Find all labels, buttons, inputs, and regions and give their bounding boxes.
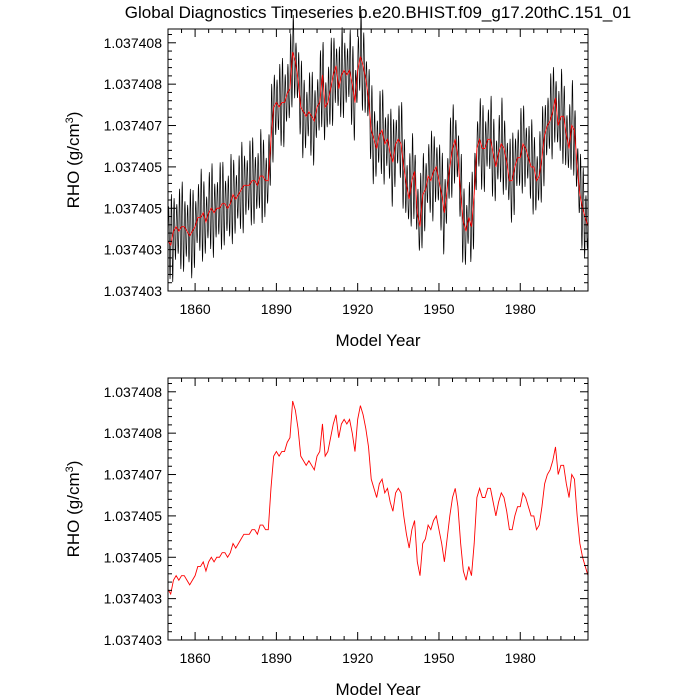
top-annual-mean-series-line bbox=[167, 51, 589, 247]
bottom-tick-layer: 1860 1890 1920 1950 1980 1.037403 1.037403 1.03… bbox=[104, 378, 589, 666]
x-tick-label: 1890 bbox=[261, 301, 292, 317]
chart-title: Global Diagnostics Timeseries b.e20.BHIS… bbox=[125, 3, 632, 22]
x-tick-label: 1890 bbox=[261, 650, 292, 666]
top-series-layer bbox=[167, 11, 589, 283]
bottom-annual-mean-series-line bbox=[167, 400, 589, 596]
top-x-axis-label: Model Year bbox=[335, 331, 420, 350]
y-tick-label: 1.037405 bbox=[104, 549, 163, 565]
top-y-axis-label: RHO (g/cm3) bbox=[64, 112, 83, 209]
y-tick-label: 1.037403 bbox=[104, 242, 163, 258]
x-tick-label: 1980 bbox=[505, 650, 536, 666]
y-tick-label: 1.037405 bbox=[104, 200, 163, 216]
top-monthly-series-line bbox=[167, 11, 589, 283]
bottom-plot-frame bbox=[167, 377, 589, 641]
x-tick-label: 1860 bbox=[180, 650, 211, 666]
top-panel: Global Diagnostics Timeseries b.e20.BHIS… bbox=[64, 3, 631, 350]
y-tick-label: 1.037403 bbox=[104, 283, 163, 299]
x-tick-label: 1950 bbox=[423, 301, 454, 317]
top-plot-frame bbox=[167, 28, 589, 292]
y-tick-label: 1.037407 bbox=[104, 467, 163, 483]
x-tick-label: 1920 bbox=[342, 301, 373, 317]
y-tick-label: 1.037408 bbox=[104, 425, 163, 441]
bottom-y-axis-label: RHO (g/cm3) bbox=[64, 461, 83, 558]
x-tick-label: 1860 bbox=[180, 301, 211, 317]
x-tick-label: 1920 bbox=[342, 650, 373, 666]
y-tick-label: 1.037408 bbox=[104, 384, 163, 400]
bottom-panel: 1860 1890 1920 1950 1980 1.037403 1.037403 1.03… bbox=[64, 377, 589, 699]
y-tick-label: 1.037403 bbox=[104, 632, 163, 648]
y-tick-label: 1.037405 bbox=[104, 159, 163, 175]
y-tick-label: 1.037405 bbox=[104, 508, 163, 524]
y-tick-label: 1.037403 bbox=[104, 591, 163, 607]
bottom-x-axis-label: Model Year bbox=[335, 680, 420, 699]
top-tick-layer: 1860 1890 1920 1950 1980 1.037403 1.037403 1.03… bbox=[104, 29, 589, 317]
y-tick-label: 1.037408 bbox=[104, 35, 163, 51]
y-tick-label: 1.037408 bbox=[104, 76, 163, 92]
y-tick-label: 1.037407 bbox=[104, 118, 163, 134]
x-tick-label: 1980 bbox=[505, 301, 536, 317]
x-tick-label: 1950 bbox=[423, 650, 454, 666]
bottom-series-layer bbox=[167, 400, 589, 596]
